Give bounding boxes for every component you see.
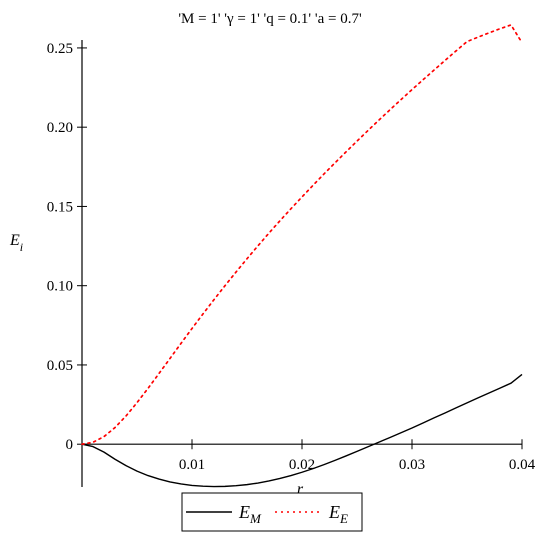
y-tick-label: 0 (66, 437, 74, 453)
chart-title: 'M = 1' 'γ = 1' 'q = 0.1' 'a = 0.7' (178, 11, 362, 27)
x-tick-label: 0.01 (179, 457, 205, 473)
legend-em-sub: M (249, 511, 262, 526)
legend-em-main: E (238, 502, 250, 522)
y-tick-label: 0.15 (47, 199, 73, 215)
x-tick-label: 0.02 (289, 457, 315, 473)
y-tick-label: 0.20 (47, 120, 73, 136)
legend-label-em: EM (238, 502, 262, 526)
y-tick-label: 0.10 (47, 279, 73, 295)
series-line-ee (81, 24, 523, 446)
legend-label-ee: EE (328, 502, 348, 526)
y-axis-label: Ei (9, 232, 23, 254)
x-tick-label: 0.04 (509, 457, 536, 473)
series-line-em (81, 373, 523, 488)
legend-ee-main: E (328, 502, 340, 522)
tick-labels: 0 0.05 0.10 0.15 0.20 0.25 0.01 0.02 0.03 0.04 (47, 41, 536, 473)
x-tick-label: 0.03 (399, 457, 425, 473)
legend-ee-sub: E (339, 511, 348, 526)
y-label-main: E (9, 232, 20, 249)
legend: EM EE (181, 492, 363, 532)
y-label-sub: i (20, 240, 23, 254)
y-tick-label: 0.05 (47, 358, 73, 374)
axes (77, 40, 523, 487)
x-axis-label: r (297, 481, 304, 498)
series-group (81, 24, 523, 488)
y-tick-label: 0.25 (47, 41, 73, 57)
